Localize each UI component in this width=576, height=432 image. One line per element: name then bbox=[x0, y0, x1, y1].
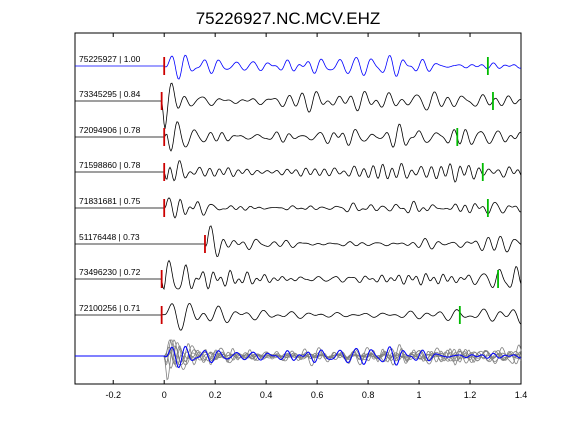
trace-waveform bbox=[75, 226, 521, 257]
trace-label: 72094906 | 0.78 bbox=[79, 125, 141, 135]
x-tick-label: 0.4 bbox=[260, 390, 273, 400]
trace-waveform bbox=[75, 83, 521, 129]
trace-label: 71831681 | 0.75 bbox=[79, 196, 141, 206]
trace-label: 73496230 | 0.72 bbox=[79, 267, 141, 277]
trace-waveform bbox=[75, 55, 521, 79]
chart-title: 75226927.NC.MCV.EHZ bbox=[196, 9, 381, 28]
trace-waveform bbox=[75, 261, 521, 290]
x-tick-label: 1.2 bbox=[464, 390, 477, 400]
trace-label: 73345295 | 0.84 bbox=[79, 89, 141, 99]
stack-trace bbox=[75, 340, 521, 380]
trace-waveform bbox=[75, 161, 521, 182]
trace-waveform bbox=[75, 304, 521, 331]
trace-label: 75225927 | 1.00 bbox=[79, 54, 141, 64]
x-tick-label: -0.2 bbox=[105, 390, 121, 400]
trace-waveform bbox=[75, 198, 521, 218]
x-tick-label: 0.2 bbox=[209, 390, 222, 400]
trace-labels: 75225927 | 1.00 73345295 | 0.84 72094906 |… bbox=[79, 54, 141, 313]
x-tick-label: 0.8 bbox=[362, 390, 375, 400]
x-tick-label: 1.4 bbox=[515, 390, 528, 400]
trace-label: 72100256 | 0.71 bbox=[79, 303, 141, 313]
x-axis: -0.2 0 0.2 0.4 0.6 0.8 1 1.2 1.4 bbox=[105, 33, 527, 400]
trace-waveform bbox=[75, 122, 521, 151]
stacked-overlay bbox=[75, 340, 521, 380]
x-tick-label: 0 bbox=[162, 390, 167, 400]
x-tick-label: 1 bbox=[417, 390, 422, 400]
trace-label: 51176448 | 0.73 bbox=[79, 232, 140, 242]
trace-panel bbox=[75, 55, 521, 330]
trace-label: 71598860 | 0.78 bbox=[79, 160, 141, 170]
x-tick-label: 0.6 bbox=[311, 390, 324, 400]
